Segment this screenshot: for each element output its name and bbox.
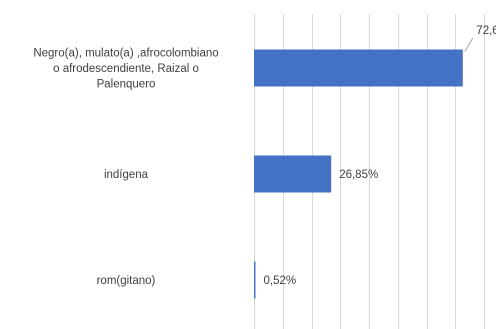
category-label-line: rom(gitano)	[97, 275, 156, 287]
bar	[254, 155, 332, 193]
category-label-line: Palenquero	[97, 79, 156, 91]
leader-line	[464, 37, 474, 52]
data-labels: 72,63% 26,85% 0,52%	[263, 25, 496, 287]
bar	[254, 261, 256, 299]
category-label: rom(gitano)	[97, 275, 156, 287]
data-label: 26,85%	[339, 169, 378, 181]
data-label: 0,52%	[263, 275, 296, 287]
category-label: indígena	[104, 169, 149, 181]
category-labels: Negro(a), mulato(a) ,afrocolombiano o afr…	[33, 48, 218, 288]
bar	[254, 49, 463, 87]
bars	[254, 49, 463, 299]
category-label-line: Negro(a), mulato(a) ,afrocolombiano	[33, 48, 218, 60]
data-label: 72,63%	[476, 25, 496, 37]
category-label-line: indígena	[104, 169, 149, 181]
category-label: Negro(a), mulato(a) ,afrocolombiano o afr…	[33, 48, 218, 91]
category-label-line: o afrodescendiente, Raizal o	[53, 63, 199, 75]
